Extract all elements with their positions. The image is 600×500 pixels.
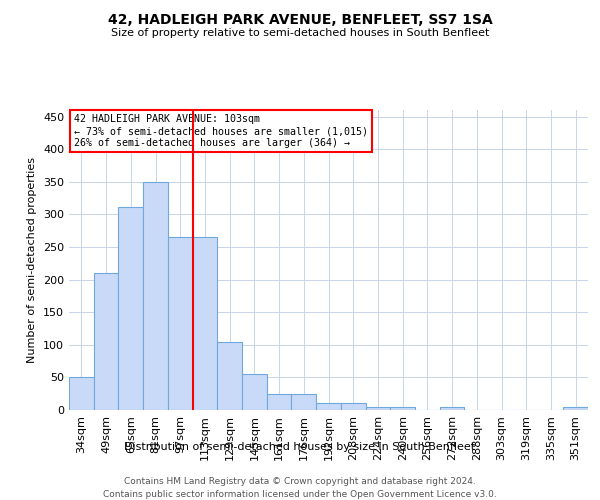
Bar [341, 404, 365, 410]
Bar [94, 273, 118, 410]
Bar [316, 404, 341, 410]
Bar [390, 406, 415, 410]
Bar [217, 342, 242, 410]
Bar [69, 378, 94, 410]
Text: Contains public sector information licensed under the Open Government Licence v3: Contains public sector information licen… [103, 490, 497, 499]
Bar [193, 237, 217, 410]
Bar [440, 408, 464, 410]
Text: Distribution of semi-detached houses by size in South Benfleet: Distribution of semi-detached houses by … [124, 442, 476, 452]
Y-axis label: Number of semi-detached properties: Number of semi-detached properties [28, 157, 37, 363]
Bar [118, 206, 143, 410]
Text: Size of property relative to semi-detached houses in South Benfleet: Size of property relative to semi-detach… [111, 28, 489, 38]
Text: Contains HM Land Registry data © Crown copyright and database right 2024.: Contains HM Land Registry data © Crown c… [124, 478, 476, 486]
Text: 42, HADLEIGH PARK AVENUE, BENFLEET, SS7 1SA: 42, HADLEIGH PARK AVENUE, BENFLEET, SS7 … [107, 12, 493, 26]
Bar [292, 394, 316, 410]
Bar [143, 182, 168, 410]
Bar [267, 394, 292, 410]
Bar [242, 374, 267, 410]
Bar [365, 406, 390, 410]
Text: 42 HADLEIGH PARK AVENUE: 103sqm
← 73% of semi-detached houses are smaller (1,015: 42 HADLEIGH PARK AVENUE: 103sqm ← 73% of… [74, 114, 368, 148]
Bar [563, 408, 588, 410]
Bar [168, 237, 193, 410]
